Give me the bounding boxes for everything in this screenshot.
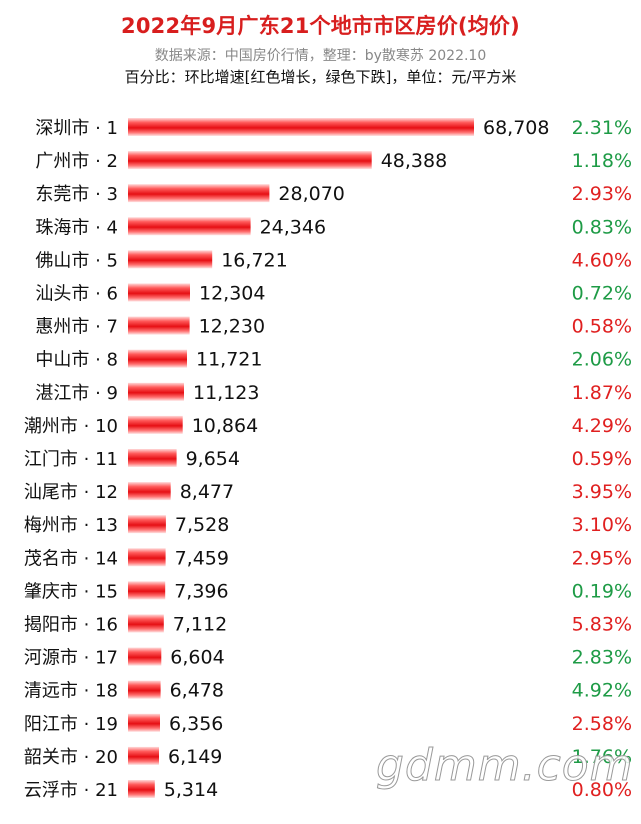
- category-label: 清远市 · 18: [24, 681, 118, 702]
- bar: [128, 647, 162, 666]
- category-label: 东莞市 · 3: [35, 184, 118, 205]
- category-label: 佛山市 · 5: [35, 250, 118, 271]
- chart-rows: 深圳市 · 1 68,708 2.31% 广州市 · 2 48,388 1.18% 东莞市 …: [24, 117, 632, 801]
- category-label: 惠州市 · 7: [35, 317, 118, 338]
- category-label: 云浮市 · 21: [24, 780, 118, 801]
- value-label: 7,396: [174, 580, 228, 602]
- value-label: 11,123: [193, 382, 259, 404]
- category-label: 揭阳市 · 16: [24, 615, 118, 636]
- category-label: 梅州市 · 13: [24, 515, 118, 536]
- bar: [128, 713, 160, 732]
- value-label: 68,708: [483, 117, 549, 139]
- bar: [128, 151, 372, 170]
- category-label: 汕头市 · 6: [35, 284, 118, 305]
- category-label: 深圳市 · 1: [35, 118, 118, 139]
- chart-title: 2022年9月广东21个地市市区房价(均价): [121, 14, 520, 38]
- bar: [128, 548, 166, 567]
- bar: [128, 283, 190, 302]
- chart-subtitle: 数据来源：中国房价行情，整理：by散寒苏 2022.10: [154, 48, 487, 64]
- value-label: 7,112: [173, 614, 227, 636]
- category-label: 河源市 · 17: [24, 648, 118, 669]
- bar: [128, 746, 159, 765]
- bar: [128, 349, 187, 368]
- value-label: 10,864: [192, 415, 258, 437]
- bar: [128, 382, 184, 401]
- bar: [128, 415, 183, 434]
- mom-change-label: 2.06%: [572, 349, 632, 371]
- bar: [128, 118, 474, 136]
- bar: [128, 614, 164, 633]
- category-label: 江门市 · 11: [24, 449, 118, 470]
- category-label: 珠海市 · 4: [35, 217, 118, 238]
- value-label: 12,304: [199, 283, 265, 305]
- category-label: 中山市 · 8: [35, 350, 118, 371]
- value-label: 7,528: [175, 514, 229, 536]
- mom-change-label: 3.10%: [572, 514, 632, 536]
- bar: [128, 515, 166, 534]
- mom-change-label: 5.83%: [572, 614, 632, 636]
- category-label: 广州市 · 2: [35, 151, 118, 172]
- bar: [128, 680, 161, 699]
- value-label: 5,314: [164, 779, 218, 801]
- value-label: 16,721: [221, 249, 287, 271]
- mom-change-label: 0.83%: [572, 216, 632, 238]
- mom-change-label: 1.18%: [572, 150, 632, 172]
- bar: [128, 316, 190, 335]
- value-label: 9,654: [186, 448, 240, 470]
- value-label: 28,070: [278, 183, 344, 205]
- mom-change-label: 2.31%: [572, 117, 632, 139]
- bar: [128, 780, 155, 798]
- mom-change-label: 1.87%: [572, 382, 632, 404]
- mom-change-label: 2.83%: [572, 647, 632, 669]
- mom-change-label: 4.29%: [572, 415, 632, 437]
- bar: [128, 250, 213, 269]
- mom-change-label: 1.76%: [572, 746, 632, 768]
- mom-change-label: 0.59%: [572, 448, 632, 470]
- mom-change-label: 4.60%: [572, 249, 632, 271]
- mom-change-label: 0.19%: [572, 580, 632, 602]
- bar: [128, 217, 251, 236]
- mom-change-label: 4.92%: [572, 680, 632, 702]
- bar: [128, 449, 177, 467]
- value-label: 11,721: [196, 349, 262, 371]
- value-label: 48,388: [381, 150, 447, 172]
- value-label: 6,149: [168, 746, 222, 768]
- bar: [128, 482, 171, 501]
- category-label: 阳江市 · 19: [24, 714, 118, 735]
- mom-change-label: 3.95%: [572, 481, 632, 503]
- category-label: 茂名市 · 14: [24, 548, 118, 569]
- mom-change-label: 0.58%: [572, 316, 632, 338]
- category-label: 韶关市 · 20: [24, 747, 118, 768]
- mom-change-label: 2.58%: [572, 713, 632, 735]
- chart-note: 百分比：环比增速[红色增长，绿色下跌]，单位：元/平方米: [124, 68, 517, 86]
- mom-change-label: 0.80%: [572, 779, 632, 801]
- bar: [128, 581, 166, 600]
- category-label: 潮州市 · 10: [24, 416, 118, 437]
- value-label: 6,478: [170, 680, 224, 702]
- value-label: 12,230: [199, 316, 265, 338]
- value-label: 24,346: [260, 216, 326, 238]
- mom-change-label: 2.95%: [572, 547, 632, 569]
- bar: [128, 184, 270, 203]
- category-label: 湛江市 · 9: [35, 383, 118, 404]
- value-label: 7,459: [175, 547, 229, 569]
- category-label: 肇庆市 · 15: [24, 581, 118, 602]
- value-label: 6,604: [170, 647, 224, 669]
- value-label: 6,356: [169, 713, 223, 735]
- mom-change-label: 0.72%: [572, 283, 632, 305]
- category-label: 汕尾市 · 12: [24, 482, 118, 503]
- mom-change-label: 2.93%: [572, 183, 632, 205]
- value-label: 8,477: [180, 481, 234, 503]
